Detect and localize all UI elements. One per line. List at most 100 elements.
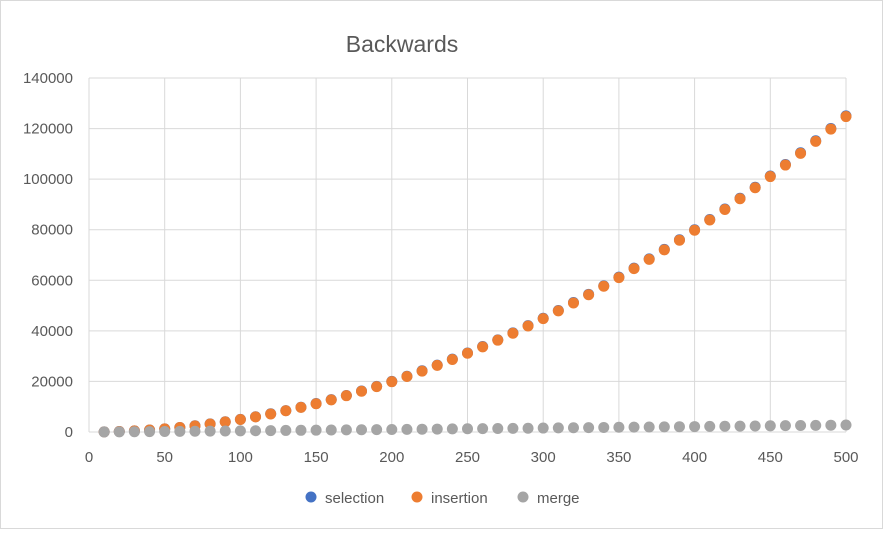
insertion-point xyxy=(416,365,428,377)
merge-point xyxy=(719,420,731,432)
legend-marker-insertion xyxy=(411,491,423,503)
insertion-point xyxy=(234,413,246,425)
merge-point xyxy=(325,424,337,436)
merge-point xyxy=(779,420,791,432)
merge-point xyxy=(583,422,595,434)
insertion-point xyxy=(567,297,579,309)
merge-point xyxy=(431,423,443,435)
merge-point xyxy=(265,425,277,437)
legend: selection insertion merge xyxy=(305,490,580,507)
merge-point xyxy=(628,421,640,433)
insertion-point xyxy=(613,272,625,284)
merge-point xyxy=(522,422,534,434)
merge-point xyxy=(113,426,125,438)
x-tick-label: 100 xyxy=(228,449,253,466)
insertion-point xyxy=(462,347,473,359)
insertion-point xyxy=(356,385,368,397)
insertion-point xyxy=(689,224,701,236)
legend-label-selection: selection xyxy=(325,490,384,507)
merge-point xyxy=(401,423,413,435)
data-points xyxy=(98,110,852,438)
merge-point xyxy=(219,425,231,437)
y-tick-label: 60000 xyxy=(31,272,73,289)
insertion-point xyxy=(250,411,262,423)
merge-point xyxy=(537,422,549,434)
insertion-point xyxy=(280,405,292,417)
x-axis-tick-labels: 0 50 100 150 200 250 300 350 400 450 500 xyxy=(85,449,859,466)
merge-point xyxy=(567,422,579,434)
insertion-point xyxy=(295,401,307,413)
insertion-point xyxy=(325,394,337,406)
series-insertion xyxy=(98,111,852,438)
insertion-point xyxy=(643,253,655,265)
y-tick-label: 0 xyxy=(65,424,73,441)
merge-point xyxy=(734,420,746,432)
y-tick-label: 120000 xyxy=(23,121,73,138)
insertion-point xyxy=(825,123,837,135)
merge-point xyxy=(159,425,171,437)
merge-point xyxy=(749,420,761,432)
x-tick-label: 300 xyxy=(531,449,556,466)
merge-point xyxy=(416,423,428,435)
merge-point xyxy=(795,420,807,432)
insertion-point xyxy=(507,327,519,339)
merge-point xyxy=(689,421,701,433)
legend-label-merge: merge xyxy=(537,490,580,507)
merge-point xyxy=(386,423,398,435)
merge-point xyxy=(840,419,852,431)
legend-label-insertion: insertion xyxy=(431,490,488,507)
gridlines xyxy=(88,77,847,433)
x-tick-label: 450 xyxy=(758,449,783,466)
series-merge xyxy=(98,419,852,438)
x-tick-label: 0 xyxy=(85,449,93,466)
insertion-point xyxy=(795,147,807,159)
insertion-point xyxy=(537,313,549,325)
merge-point xyxy=(189,425,201,437)
x-tick-label: 350 xyxy=(606,449,631,466)
insertion-point xyxy=(431,359,443,371)
x-tick-label: 50 xyxy=(156,449,173,466)
chart-title: Backwards xyxy=(346,31,458,57)
insertion-point xyxy=(401,371,413,383)
merge-point xyxy=(492,422,504,434)
merge-point xyxy=(673,421,685,433)
insertion-point xyxy=(340,390,352,402)
insertion-point xyxy=(446,353,458,365)
y-tick-label: 20000 xyxy=(31,373,73,390)
insertion-point xyxy=(628,263,640,275)
x-tick-label: 250 xyxy=(455,449,480,466)
merge-point xyxy=(295,424,307,436)
insertion-point xyxy=(673,234,685,246)
insertion-point xyxy=(583,289,595,301)
insertion-point xyxy=(371,381,383,393)
insertion-point xyxy=(598,280,610,292)
merge-point xyxy=(446,423,458,435)
x-tick-label: 200 xyxy=(379,449,404,466)
insertion-point xyxy=(219,416,231,428)
x-tick-label: 150 xyxy=(304,449,329,466)
merge-point xyxy=(704,420,716,432)
merge-point xyxy=(462,423,473,435)
merge-point xyxy=(204,425,216,437)
insertion-point xyxy=(779,159,791,171)
merge-point xyxy=(764,420,776,432)
insertion-point xyxy=(704,214,716,226)
insertion-point xyxy=(658,244,670,256)
x-tick-label: 500 xyxy=(833,449,858,466)
merge-point xyxy=(507,422,519,434)
merge-point xyxy=(250,425,262,437)
series-selection xyxy=(98,110,852,438)
x-tick-label: 400 xyxy=(682,449,707,466)
merge-point xyxy=(477,423,489,435)
insertion-point xyxy=(386,376,398,388)
insertion-point xyxy=(492,334,504,346)
legend-marker-merge xyxy=(517,491,529,503)
merge-point xyxy=(340,424,352,436)
insertion-point xyxy=(310,398,322,410)
merge-point xyxy=(552,422,564,434)
y-tick-label: 80000 xyxy=(31,222,73,239)
merge-point xyxy=(280,424,292,436)
insertion-point xyxy=(522,320,534,332)
insertion-point xyxy=(265,408,277,420)
